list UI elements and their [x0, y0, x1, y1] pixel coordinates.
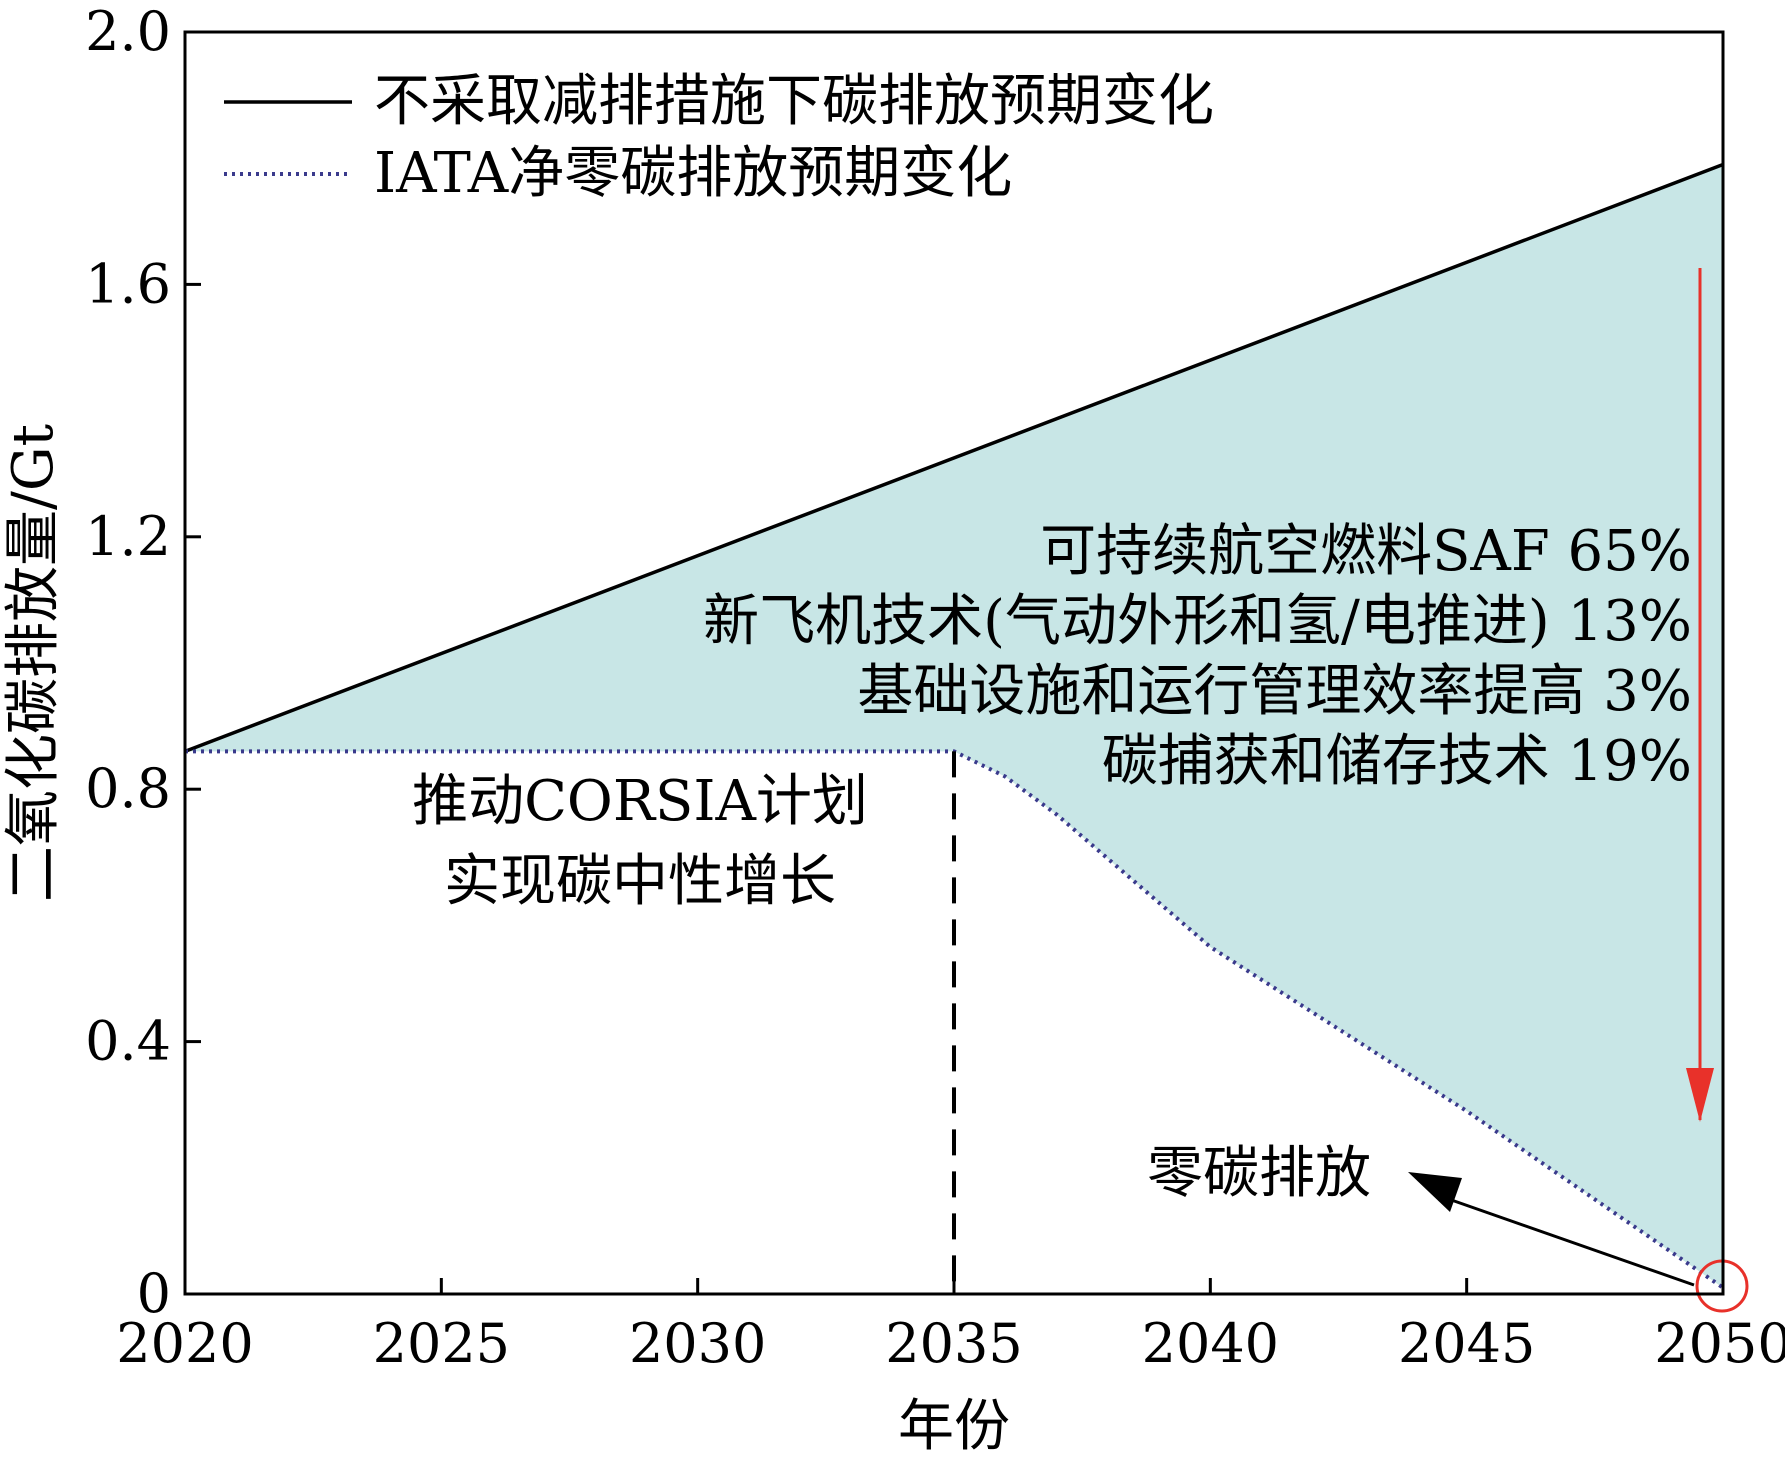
y-tick-label-0: 0 [137, 1262, 171, 1325]
zero-emission-arrow [1439, 1194, 1695, 1287]
measure-ccs: 碳捕获和储存技术 19% [1102, 729, 1692, 794]
reduction-arrow-head [1686, 1068, 1714, 1122]
zero-emission-label: 零碳排放 [1147, 1141, 1371, 1206]
axes: 2020 2025 2030 2035 2040 2045 2050 0 0.4 0.8 1.2 1.… [85, 0, 1785, 1375]
x-tick-label-2035: 2035 [885, 1312, 1022, 1375]
fill-region [185, 164, 1723, 1288]
x-tick-label-2050: 2050 [1654, 1312, 1785, 1375]
corsia-line-2: 实现碳中性增长 [444, 849, 836, 914]
x-tick-label-2030: 2030 [629, 1312, 766, 1375]
legend-label-iata: IATA净零碳排放预期变化 [374, 141, 1012, 206]
x-tick-label-2040: 2040 [1142, 1312, 1279, 1375]
legend: 不采取减排措施下碳排放预期变化 IATA净零碳排放预期变化 [224, 69, 1214, 206]
x-tick-label-2045: 2045 [1398, 1312, 1535, 1375]
measure-infrastructure: 基础设施和运行管理效率提高 3% [857, 659, 1692, 724]
series-line-0 [184, 162, 1724, 753]
y-tick-label-0.4: 0.4 [85, 1010, 171, 1073]
corsia-line-1: 推动CORSIA计划 [412, 769, 868, 834]
y-tick-label-1.2: 1.2 [85, 505, 171, 568]
legend-label-baseline: 不采取减排措施下碳排放预期变化 [374, 69, 1214, 134]
measure-saf: 可持续航空燃料SAF 65% [1040, 519, 1692, 584]
annotations: 可持续航空燃料SAF 65% 新飞机技术(气动外形和氢/电推进) 13% 基础设… [412, 268, 1749, 1313]
y-tick-label-2.0: 2.0 [85, 0, 171, 63]
y-axis-label: 二氧化碳排放量/Gt [1, 423, 66, 902]
y-tick-label-1.6: 1.6 [85, 252, 171, 315]
measure-aircraft-tech: 新飞机技术(气动外形和氢/电推进) 13% [703, 589, 1692, 654]
x-tick-label-2025: 2025 [373, 1312, 510, 1375]
y-tick-label-0.8: 0.8 [85, 757, 171, 820]
x-axis-label: 年份 [898, 1394, 1010, 1458]
zero-emission-arrow-head [1408, 1172, 1462, 1212]
x-tick-label-2020: 2020 [116, 1312, 253, 1375]
fill-between-area [185, 164, 1723, 1288]
series-lines [184, 162, 1725, 1290]
